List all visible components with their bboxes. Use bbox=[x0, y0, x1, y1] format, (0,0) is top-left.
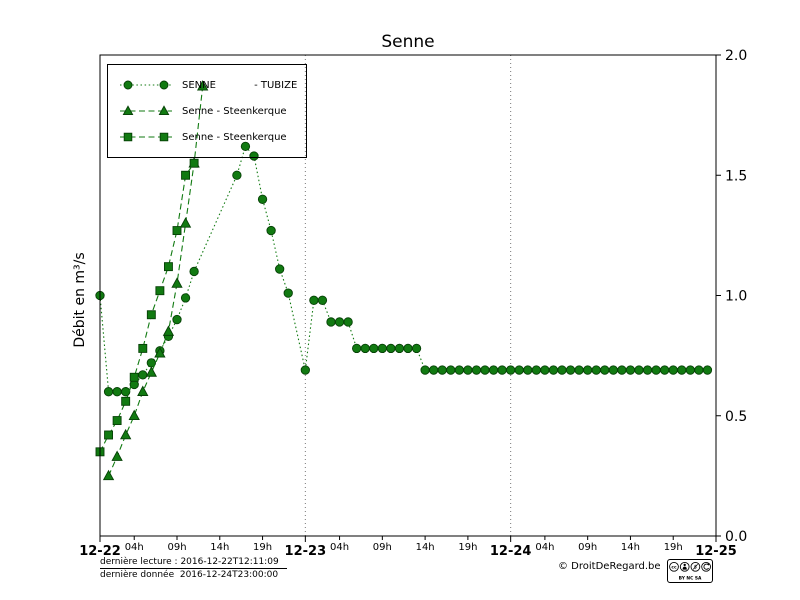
last-reading-text: dernière lecture : 2016-12-22T12:11:09 bbox=[100, 557, 279, 567]
triangle-dashed-line-icon bbox=[120, 105, 172, 116]
footer-divider bbox=[100, 568, 287, 569]
svg-text:12-25: 12-25 bbox=[695, 544, 737, 559]
cc-license-badge[interactable]: cc $ BY NC SA bbox=[667, 559, 713, 583]
circle-dotted-line-icon bbox=[120, 80, 172, 90]
share-alike-icon bbox=[701, 561, 711, 572]
svg-text:12-23: 12-23 bbox=[285, 544, 327, 559]
copyright-text: © DroitDeRegard.be bbox=[558, 561, 661, 572]
svg-text:cc: cc bbox=[671, 566, 677, 571]
svg-text:2.0: 2.0 bbox=[725, 48, 747, 64]
legend-item-label: Senne - Steenkerque bbox=[182, 131, 287, 143]
x-axis-major-ticks: 12-22 12-23 12-24 12-25 bbox=[79, 536, 737, 559]
cc-badge-label: BY NC SA bbox=[679, 576, 702, 582]
svg-text:14h: 14h bbox=[621, 542, 640, 553]
y-axis-label: Débit en m³/s bbox=[72, 252, 88, 348]
non-commercial-icon: $ bbox=[690, 561, 701, 572]
legend-item-label: Senne - Steenkerque bbox=[182, 105, 287, 117]
svg-text:14h: 14h bbox=[210, 542, 229, 553]
gridlines bbox=[304, 55, 512, 536]
x-axis-minor-ticks: 04h 09h 14h 19h 04h 09h 14h 19h 04h 09h 14h 19h bbox=[125, 536, 683, 553]
svg-text:0.0: 0.0 bbox=[725, 529, 747, 545]
svg-text:19h: 19h bbox=[664, 542, 683, 553]
legend-item-label: SENNE - TUBIZE bbox=[182, 79, 298, 91]
svg-text:12-24: 12-24 bbox=[490, 544, 532, 559]
legend-item-steenkerque-1: Senne - Steenkerque bbox=[118, 98, 306, 124]
series-2-square bbox=[95, 158, 199, 457]
svg-text:1.5: 1.5 bbox=[725, 168, 747, 184]
attribution-person-icon bbox=[679, 561, 690, 572]
svg-text:$: $ bbox=[694, 565, 697, 571]
svg-text:14h: 14h bbox=[416, 542, 435, 553]
svg-text:09h: 09h bbox=[373, 542, 392, 553]
svg-text:04h: 04h bbox=[125, 542, 144, 553]
svg-text:0.5: 0.5 bbox=[725, 409, 747, 425]
chart-title: Senne bbox=[381, 32, 435, 52]
square-dashed-line-icon bbox=[120, 132, 172, 142]
cc-license-badge-image: cc $ BY NC SA bbox=[667, 559, 713, 583]
svg-text:04h: 04h bbox=[330, 542, 349, 553]
svg-text:19h: 19h bbox=[253, 542, 272, 553]
svg-text:04h: 04h bbox=[535, 542, 554, 553]
cc-icon: cc bbox=[669, 561, 679, 572]
legend-item-steenkerque-2: Senne - Steenkerque bbox=[118, 124, 306, 150]
svg-text:09h: 09h bbox=[578, 542, 597, 553]
last-data-text: dernière donnée 2016-12-24T23:00:00 bbox=[100, 570, 279, 580]
svg-text:1.0: 1.0 bbox=[725, 289, 747, 305]
svg-text:12-22: 12-22 bbox=[79, 544, 121, 559]
legend: SENNE - TUBIZE Senne - Steenkerque Senne… bbox=[107, 64, 307, 158]
legend-item-tubize: SENNE - TUBIZE bbox=[118, 72, 306, 98]
svg-text:09h: 09h bbox=[167, 542, 186, 553]
y-axis-ticks: 0.0 0.5 1.0 1.5 2.0 bbox=[716, 48, 747, 545]
svg-text:19h: 19h bbox=[458, 542, 477, 553]
series-0-circle bbox=[95, 141, 713, 397]
